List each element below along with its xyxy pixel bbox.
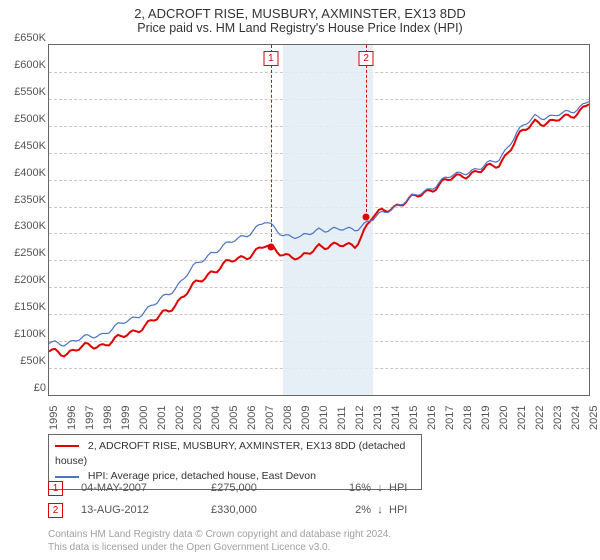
footer-line: Contains HM Land Registry data © Crown c…	[48, 528, 590, 541]
x-axis-tick: 2006	[246, 406, 258, 430]
x-axis-tick: 2001	[156, 406, 168, 430]
sale-point-icon	[363, 214, 370, 221]
x-axis-tick: 2011	[336, 406, 348, 430]
sale-row: 1 04-MAY-2007 £275,000 16% ↓ HPI	[48, 480, 590, 496]
x-axis-tick: 1999	[120, 406, 132, 430]
x-axis-tick: 2019	[480, 406, 492, 430]
x-axis-tick: 2000	[138, 406, 150, 430]
x-axis-tick: 2023	[552, 406, 564, 430]
y-axis-tick: £650K	[4, 32, 46, 56]
legend-label: 2, ADCROFT RISE, MUSBURY, AXMINSTER, EX1…	[55, 440, 405, 467]
y-axis-tick: £100K	[4, 328, 46, 352]
legend-item: 2, ADCROFT RISE, MUSBURY, AXMINSTER, EX1…	[55, 439, 415, 469]
x-axis-tick: 2017	[444, 406, 456, 430]
y-axis-tick: £0	[4, 382, 46, 406]
x-axis-tick: 2012	[354, 406, 366, 430]
y-axis-tick: £150K	[4, 301, 46, 325]
y-axis-tick: £250K	[4, 247, 46, 271]
sale-pct: 16%	[311, 482, 371, 494]
x-axis-tick: 2024	[570, 406, 582, 430]
x-axis-tick: 1996	[66, 406, 78, 430]
x-axis-tick: 2016	[426, 406, 438, 430]
sale-marker-icon: 1	[48, 481, 63, 496]
y-axis-tick: £450K	[4, 140, 46, 164]
x-axis-tick: 2008	[282, 406, 294, 430]
marker-line	[366, 45, 367, 217]
y-axis-tick: £550K	[4, 86, 46, 110]
x-axis-tick: 2005	[228, 406, 240, 430]
x-axis-tick: 2022	[534, 406, 546, 430]
y-axis-tick: £300K	[4, 220, 46, 244]
x-axis-tick: 1998	[102, 406, 114, 430]
y-axis-tick: £500K	[4, 113, 46, 137]
x-axis-tick: 2007	[264, 406, 276, 430]
x-axis-tick: 2004	[210, 406, 222, 430]
y-axis-tick: £600K	[4, 59, 46, 83]
legend-swatch	[55, 445, 79, 447]
footer-line: This data is licensed under the Open Gov…	[48, 541, 590, 554]
sale-pct: 2%	[311, 504, 371, 516]
chart-container: 2, ADCROFT RISE, MUSBURY, AXMINSTER, EX1…	[0, 0, 600, 560]
legend-swatch	[55, 476, 79, 478]
sale-price: £275,000	[211, 482, 311, 494]
x-axis-tick: 2013	[372, 406, 384, 430]
x-axis-tick: 2021	[516, 406, 528, 430]
x-axis-tick: 2014	[390, 406, 402, 430]
down-arrow-icon: ↓	[371, 504, 389, 516]
y-axis-tick: £50K	[4, 355, 46, 379]
plot-area: 12	[48, 44, 590, 396]
y-axis-tick: £400K	[4, 167, 46, 191]
marker-label: 2	[359, 51, 374, 66]
x-axis-tick: 2015	[408, 406, 420, 430]
sale-row: 2 13-AUG-2012 £330,000 2% ↓ HPI	[48, 502, 590, 518]
series-line	[49, 102, 589, 347]
x-axis-tick: 2009	[300, 406, 312, 430]
x-axis-tick: 2002	[174, 406, 186, 430]
sale-date: 04-MAY-2007	[81, 482, 211, 494]
sale-hpi: HPI	[389, 504, 429, 516]
down-arrow-icon: ↓	[371, 482, 389, 494]
marker-label: 1	[263, 51, 278, 66]
sale-marker-icon: 2	[48, 503, 63, 518]
x-axis-tick: 2018	[462, 406, 474, 430]
title-line-1: 2, ADCROFT RISE, MUSBURY, AXMINSTER, EX1…	[0, 0, 600, 21]
marker-line	[271, 45, 272, 247]
sale-date: 13-AUG-2012	[81, 504, 211, 516]
sale-price: £330,000	[211, 504, 311, 516]
y-axis-tick: £200K	[4, 274, 46, 298]
x-axis-tick: 1995	[48, 406, 60, 430]
title-line-2: Price paid vs. HM Land Registry's House …	[0, 21, 600, 39]
x-axis-tick: 2020	[498, 406, 510, 430]
x-axis-tick: 2003	[192, 406, 204, 430]
footer-attribution: Contains HM Land Registry data © Crown c…	[48, 528, 590, 554]
x-axis-tick: 2010	[318, 406, 330, 430]
sale-hpi: HPI	[389, 482, 429, 494]
x-axis-tick: 2025	[588, 406, 600, 430]
y-axis-tick: £350K	[4, 194, 46, 218]
x-axis-tick: 1997	[84, 406, 96, 430]
sale-point-icon	[267, 243, 274, 250]
